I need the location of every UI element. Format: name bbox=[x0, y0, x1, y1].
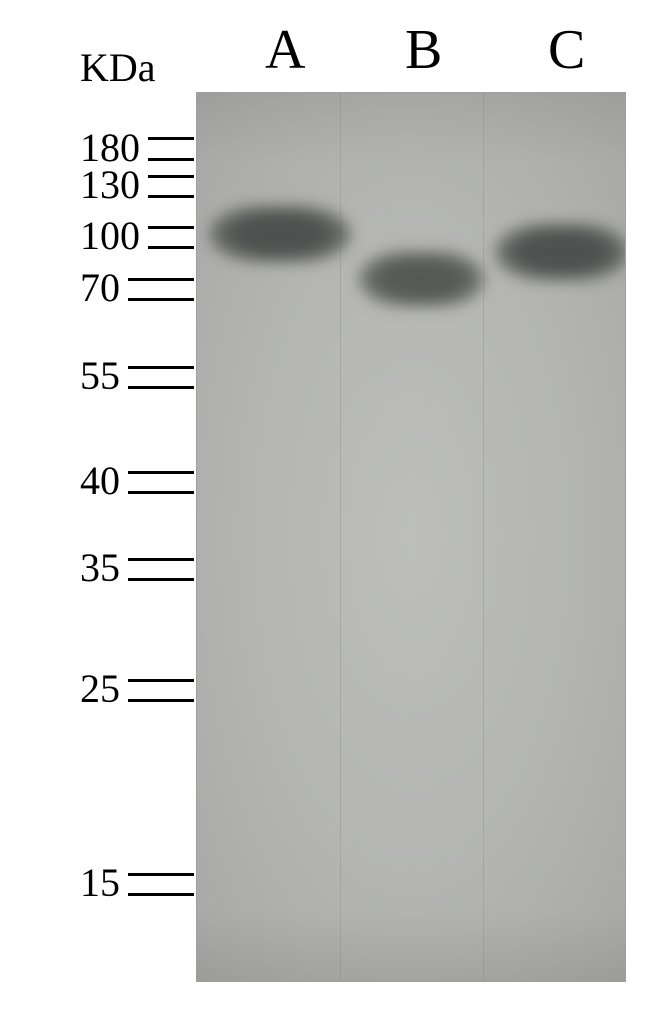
blot-figure: { "figure": { "width_px": 650, "height_p… bbox=[0, 0, 650, 1011]
marker-70-label: 70 bbox=[80, 264, 120, 311]
marker-70-tick-lower bbox=[128, 298, 194, 301]
marker-100-label: 100 bbox=[80, 212, 140, 259]
marker-55-tick-upper bbox=[128, 366, 194, 369]
lane-b-label: B bbox=[405, 18, 442, 82]
marker-40-tick-lower bbox=[128, 491, 194, 494]
band-lane-b bbox=[359, 251, 484, 307]
band-lane-c bbox=[495, 223, 626, 281]
marker-35-label: 35 bbox=[80, 544, 120, 591]
unit-label: KDa bbox=[80, 44, 156, 91]
marker-130-tick-upper bbox=[148, 175, 194, 178]
marker-100-tick-upper bbox=[148, 226, 194, 229]
lane-c-label: C bbox=[548, 18, 585, 82]
marker-180-tick-upper bbox=[148, 137, 194, 140]
marker-35-tick-lower bbox=[128, 578, 194, 581]
marker-40-tick-upper bbox=[128, 471, 194, 474]
marker-15-label: 15 bbox=[80, 859, 120, 906]
marker-55-tick-lower bbox=[128, 386, 194, 389]
marker-15-tick-lower bbox=[128, 893, 194, 896]
marker-25-label: 25 bbox=[80, 665, 120, 712]
band-lane-a bbox=[209, 205, 351, 263]
lane-a-label: A bbox=[265, 18, 305, 82]
marker-130-tick-lower bbox=[148, 195, 194, 198]
western-blot-membrane bbox=[196, 92, 626, 982]
marker-100-tick-lower bbox=[148, 246, 194, 249]
marker-15-tick-upper bbox=[128, 873, 194, 876]
marker-55-label: 55 bbox=[80, 352, 120, 399]
lane-divider-2 bbox=[483, 93, 484, 981]
marker-40-label: 40 bbox=[80, 457, 120, 504]
marker-70-tick-upper bbox=[128, 278, 194, 281]
marker-130-label: 130 bbox=[80, 161, 140, 208]
marker-25-tick-upper bbox=[128, 679, 194, 682]
marker-180-tick-lower bbox=[148, 158, 194, 161]
marker-35-tick-upper bbox=[128, 558, 194, 561]
marker-25-tick-lower bbox=[128, 699, 194, 702]
